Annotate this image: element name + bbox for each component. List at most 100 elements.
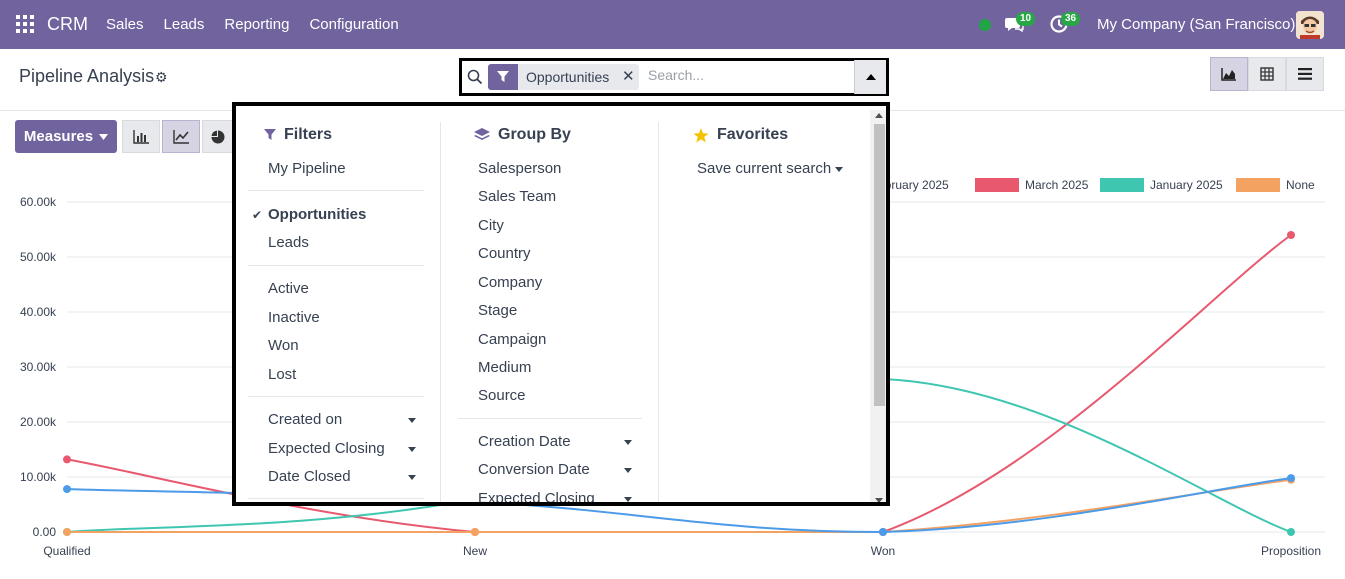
- caret-down-icon[interactable]: [408, 475, 416, 480]
- group-by-medium[interactable]: Medium: [478, 359, 532, 376]
- group-by-stage[interactable]: Stage: [478, 302, 518, 319]
- scroll-thumb[interactable]: [874, 124, 885, 406]
- y-tick-label: 0.00: [33, 525, 57, 539]
- group-by-company[interactable]: Company: [478, 274, 543, 291]
- measures-button[interactable]: Measures: [15, 120, 117, 153]
- legend-item-february[interactable]: ebruary 2025: [878, 178, 949, 192]
- favorites-heading: Favorites: [693, 126, 788, 144]
- legend-label: ebruary 2025: [878, 178, 949, 192]
- filter-my-pipeline[interactable]: My Pipeline: [268, 160, 346, 177]
- group-by-country[interactable]: Country: [478, 245, 531, 262]
- pie-chart-button[interactable]: [202, 120, 234, 153]
- app-name[interactable]: CRM: [47, 14, 88, 34]
- caret-down-icon[interactable]: [624, 440, 632, 445]
- data-point: [1287, 474, 1295, 483]
- scroll-up-arrow-icon[interactable]: [875, 113, 883, 118]
- x-tick-label: Won: [871, 544, 895, 558]
- caret-down-icon[interactable]: [624, 497, 632, 502]
- legend-item-january[interactable]: January 2025: [1100, 178, 1223, 192]
- legend-label: January 2025: [1150, 178, 1223, 192]
- filters-divider: [248, 190, 424, 191]
- star-icon: [693, 127, 709, 142]
- group-by-salesperson[interactable]: Salesperson: [478, 160, 562, 177]
- data-point: [63, 528, 71, 536]
- legend-swatch: [1236, 178, 1280, 192]
- menu-reporting[interactable]: Reporting: [224, 16, 290, 33]
- view-switcher: [1210, 57, 1324, 91]
- caret-down-icon[interactable]: [624, 468, 632, 473]
- data-point: [1287, 231, 1295, 239]
- line-chart-icon: [173, 129, 189, 144]
- x-tick-label: New: [463, 544, 487, 558]
- menu-configuration[interactable]: Configuration: [309, 16, 399, 33]
- toggle-search-panel-button[interactable]: [854, 60, 886, 94]
- filters-divider: [248, 498, 424, 499]
- measures-label: Measures: [23, 128, 94, 145]
- series-line-2: [67, 478, 1292, 533]
- group-by-heading: Group By: [474, 126, 571, 144]
- filter-date-closed[interactable]: Date Closed: [268, 468, 351, 485]
- group-by-expected-closing[interactable]: Expected Closing: [478, 490, 595, 506]
- gear-icon[interactable]: ⚙: [155, 69, 168, 85]
- group-by-conversion-date[interactable]: Conversion Date: [478, 461, 590, 478]
- company-switcher[interactable]: My Company (San Francisco): [1097, 16, 1296, 33]
- activity-count-badge: 36: [1061, 12, 1081, 26]
- filter-won[interactable]: Won: [268, 337, 299, 354]
- bar-chart-button[interactable]: [122, 120, 160, 153]
- line-chart-button[interactable]: [162, 120, 200, 153]
- filter-inactive[interactable]: Inactive: [268, 309, 320, 326]
- message-count-badge: 10: [1016, 12, 1036, 26]
- table-icon: [1260, 67, 1274, 81]
- filter-active[interactable]: Active: [268, 280, 309, 297]
- group-by-source[interactable]: Source: [478, 387, 526, 404]
- dropdown-scrollbar[interactable]: [870, 110, 886, 502]
- area-chart-icon: [1221, 68, 1236, 81]
- status-indicator: [979, 19, 991, 31]
- menu-sales[interactable]: Sales: [106, 16, 144, 33]
- filters-divider: [248, 396, 424, 397]
- caret-down-icon[interactable]: [408, 418, 416, 423]
- remove-facet-icon[interactable]: ✕: [621, 68, 635, 85]
- apps-icon[interactable]: [16, 15, 34, 33]
- data-point: [63, 455, 71, 464]
- menu-leads[interactable]: Leads: [163, 16, 205, 33]
- legend-label: March 2025: [1025, 178, 1089, 192]
- legend-label: None: [1286, 178, 1315, 192]
- legend-swatch: [975, 178, 1019, 192]
- top-navbar: CRM Sales Leads Reporting Configuration …: [0, 0, 1345, 49]
- page-title: Pipeline Analysis: [19, 66, 155, 86]
- group-by-campaign[interactable]: Campaign: [478, 331, 547, 348]
- search-facet: Opportunities ✕: [488, 64, 640, 90]
- legend-item-march[interactable]: March 2025: [975, 178, 1088, 192]
- x-tick-label: Qualified: [43, 544, 90, 558]
- y-tick-label: 30.00k: [20, 360, 57, 374]
- filter-created-on[interactable]: Created on: [268, 411, 343, 428]
- group-by-sales-team[interactable]: Sales Team: [478, 188, 557, 205]
- filter-expected-closing[interactable]: Expected Closing: [268, 440, 385, 457]
- graph-view-button[interactable]: [1210, 57, 1248, 91]
- group-by-creation-date[interactable]: Creation Date: [478, 433, 571, 450]
- avatar[interactable]: [1296, 11, 1324, 39]
- pie-chart-icon: [211, 130, 225, 143]
- caret-down-icon[interactable]: [835, 167, 843, 172]
- search-icon[interactable]: [467, 69, 483, 85]
- filter-leads[interactable]: Leads: [268, 234, 309, 251]
- group-by-divider: [458, 418, 642, 419]
- search-input[interactable]: [648, 67, 848, 83]
- data-point: [63, 485, 71, 494]
- filters-heading: Filters: [264, 126, 332, 144]
- caret-down-icon: [99, 133, 109, 140]
- group-by-city[interactable]: City: [478, 217, 504, 234]
- check-icon: ✔: [252, 208, 263, 222]
- list-view-button[interactable]: [1286, 57, 1324, 91]
- save-current-search[interactable]: Save current search: [697, 160, 832, 177]
- pivot-view-button[interactable]: [1248, 57, 1286, 91]
- scroll-down-arrow-icon[interactable]: [875, 498, 883, 502]
- filters-heading-label: Filters: [284, 126, 333, 143]
- y-tick-label: 60.00k: [20, 195, 57, 209]
- filter-lost[interactable]: Lost: [268, 366, 297, 383]
- data-point: [1287, 528, 1295, 536]
- legend-item-none[interactable]: None: [1236, 178, 1315, 192]
- caret-down-icon[interactable]: [408, 447, 416, 452]
- filter-opportunities[interactable]: Opportunities: [268, 206, 367, 223]
